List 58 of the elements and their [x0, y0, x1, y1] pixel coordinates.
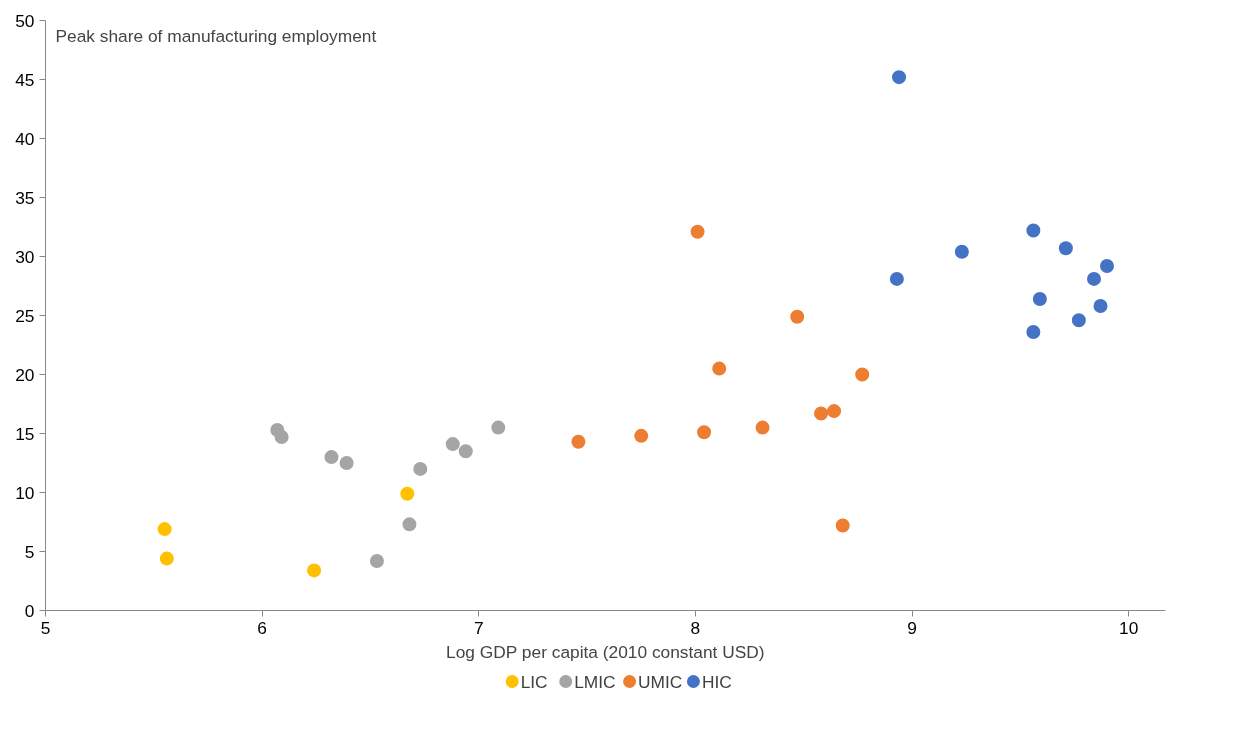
y-tick-label: 0: [24, 600, 35, 621]
y-tick-label: 20: [15, 364, 35, 385]
legend-label: UMIC: [638, 671, 683, 692]
x-tick-label: 7: [473, 617, 484, 638]
point: [855, 367, 870, 382]
y-tick-label: 45: [15, 69, 35, 90]
legend-label: HIC: [701, 671, 732, 692]
y-tick-label: 35: [15, 187, 35, 208]
point: [1026, 223, 1041, 238]
y-tick-label: 30: [15, 246, 35, 267]
point: [634, 428, 649, 443]
point: [889, 271, 904, 286]
point: [458, 444, 473, 459]
point: [1100, 258, 1115, 273]
point: [307, 563, 322, 578]
point: [445, 437, 460, 452]
point: [790, 309, 805, 324]
point: [690, 224, 705, 239]
point: [324, 450, 339, 465]
point: [274, 430, 289, 445]
x-tick-label: 9: [907, 617, 917, 638]
point: [159, 551, 174, 566]
point: [571, 434, 586, 449]
point: [491, 420, 506, 435]
point: [827, 404, 842, 419]
point: [369, 553, 384, 568]
legend-label: LIC: [520, 671, 548, 692]
point: [413, 461, 428, 476]
point: [1093, 299, 1108, 314]
point: [400, 486, 415, 501]
point: [157, 522, 172, 537]
point: [1032, 291, 1047, 306]
y-tick-label: 10: [15, 482, 35, 503]
x-tick-label: 6: [257, 617, 267, 638]
y-tick-label: 25: [15, 305, 35, 326]
point: [339, 456, 354, 470]
point: [697, 425, 712, 440]
annotation: Peak share of manufacturing employment: [55, 25, 377, 46]
y-tick-label: 15: [15, 423, 35, 444]
point: [1087, 271, 1102, 286]
point: [755, 420, 770, 435]
point: [712, 361, 727, 376]
x-tick-label: 5: [40, 617, 51, 638]
x-tick-label: 10: [1119, 617, 1139, 638]
point: [402, 517, 417, 532]
point: [814, 406, 829, 421]
y-tick-label: 40: [15, 128, 35, 149]
x-tick-label: 8: [690, 617, 701, 638]
legend-label: LMIC: [574, 671, 616, 692]
point: [1026, 325, 1041, 340]
point: [954, 244, 969, 259]
x-axis-title: Log GDP per capita (2010 constant USD): [446, 641, 765, 662]
point: [835, 518, 850, 533]
point: [1071, 313, 1086, 328]
y-tick-label: 50: [15, 10, 35, 31]
point: [1058, 241, 1073, 256]
y-tick-label: 5: [24, 541, 35, 562]
point: [892, 70, 907, 85]
